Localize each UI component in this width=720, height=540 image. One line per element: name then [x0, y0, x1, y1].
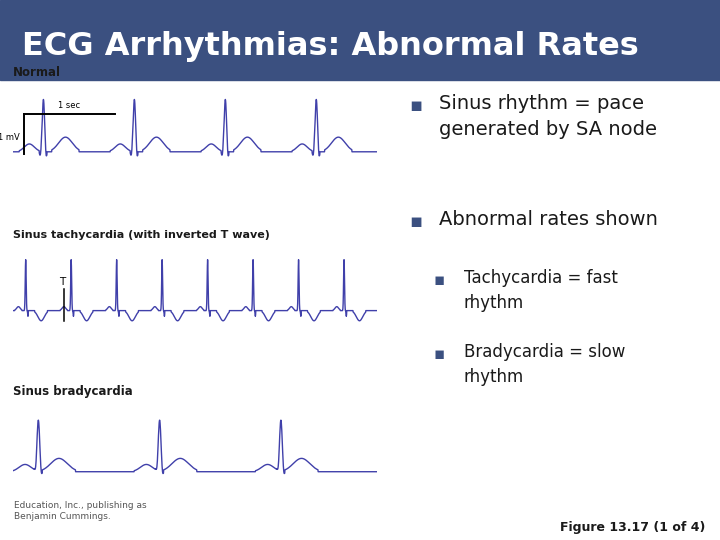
Text: T: T: [59, 277, 66, 287]
Text: Figure 13.17 (1 of 4): Figure 13.17 (1 of 4): [560, 521, 706, 535]
Text: Sinus tachycardia (with inverted T wave): Sinus tachycardia (with inverted T wave): [13, 230, 270, 240]
Text: ▪: ▪: [433, 345, 445, 363]
Text: 1 mV: 1 mV: [0, 133, 19, 141]
Text: 1 sec: 1 sec: [58, 101, 81, 110]
Text: Abnormal rates shown: Abnormal rates shown: [439, 210, 658, 228]
Text: ▪: ▪: [433, 271, 445, 289]
Text: Education, Inc., publishing as
Benjamin Cummings.: Education, Inc., publishing as Benjamin …: [14, 501, 147, 521]
Text: Bradycardia = slow
rhythm: Bradycardia = slow rhythm: [464, 343, 625, 386]
Text: ▪: ▪: [409, 212, 423, 231]
Text: ▪: ▪: [409, 96, 423, 116]
Text: Sinus rhythm = pace
generated by SA node: Sinus rhythm = pace generated by SA node: [439, 94, 657, 139]
Text: Tachycardia = fast
rhythm: Tachycardia = fast rhythm: [464, 269, 618, 312]
Text: ECG Arrhythmias: Abnormal Rates: ECG Arrhythmias: Abnormal Rates: [22, 31, 639, 62]
Text: Normal: Normal: [13, 66, 61, 79]
Text: Sinus bradycardia: Sinus bradycardia: [13, 385, 132, 398]
